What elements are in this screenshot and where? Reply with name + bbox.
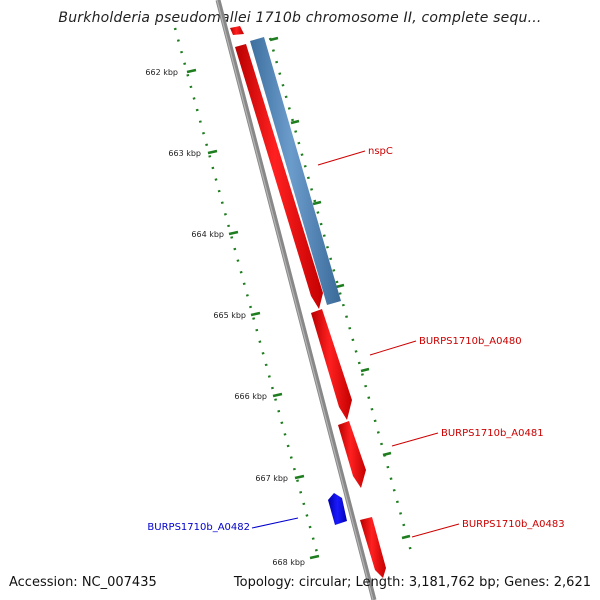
major-tick xyxy=(312,200,322,206)
accession-text: Accession: NC_007435 xyxy=(9,575,157,590)
major-tick xyxy=(360,367,370,373)
topology-summary: Topology: circular; Length: 3,181,762 bp… xyxy=(233,575,591,590)
gene-label-burps1710b-a0480[interactable]: BURPS1710b_A0480 xyxy=(419,336,522,347)
sequence-backbone-highlight xyxy=(216,0,374,600)
leader-line xyxy=(317,150,366,166)
cds-feature-nspc[interactable] xyxy=(250,37,341,305)
major-tick xyxy=(401,534,411,540)
scale-label: 662 kbp xyxy=(145,68,178,77)
major-tick xyxy=(207,149,218,155)
leader-line xyxy=(391,432,439,447)
scale-label: 666 kbp xyxy=(234,392,267,401)
major-tick xyxy=(290,119,300,125)
gene-arrow-burps1710b-a0482[interactable] xyxy=(328,493,347,525)
major-tick xyxy=(335,283,345,289)
major-tick xyxy=(272,392,283,398)
scale-label: 664 kbp xyxy=(191,230,224,239)
leader-line xyxy=(369,340,417,356)
gene-label-burps1710b-a0481[interactable]: BURPS1710b_A0481 xyxy=(441,428,544,439)
major-tick xyxy=(228,230,239,236)
major-tick xyxy=(382,451,392,457)
gene-arrow-nspc[interactable] xyxy=(235,44,323,309)
leader-line xyxy=(411,523,460,538)
scale-label: 667 kbp xyxy=(255,474,288,483)
major-tick xyxy=(294,474,305,480)
major-tick xyxy=(186,68,197,74)
sequence-backbone xyxy=(215,0,377,600)
gene-arrow-upstream[interactable] xyxy=(230,26,244,35)
gene-arrow-burps1710b-a0480[interactable] xyxy=(311,309,352,420)
gene-arrow-burps1710b-a0483[interactable] xyxy=(360,517,386,578)
forward-genes xyxy=(230,26,386,578)
major-tick xyxy=(269,36,279,42)
gene-labels: nspC BURPS1710b_A0480 BURPS1710b_A0481 B… xyxy=(147,146,564,533)
major-ticks xyxy=(186,36,411,560)
gene-label-burps1710b-a0482[interactable]: BURPS1710b_A0482 xyxy=(147,522,250,533)
gene-label-burps1710b-a0483[interactable]: BURPS1710b_A0483 xyxy=(462,519,565,530)
scale-labels: 662 kbp 663 kbp 664 kbp 665 kbp 666 kbp … xyxy=(145,68,305,567)
major-tick xyxy=(309,554,320,560)
label-leaders xyxy=(251,150,460,538)
map-title: Burkholderia pseudomallei 1710b chromoso… xyxy=(58,10,542,26)
leader-line xyxy=(251,517,299,529)
gene-arrow-burps1710b-a0481[interactable] xyxy=(338,421,366,488)
major-tick xyxy=(250,311,261,317)
scale-label: 663 kbp xyxy=(168,149,201,158)
gene-label-nspc[interactable]: nspC xyxy=(368,146,393,157)
scale-label: 668 kbp xyxy=(272,558,305,567)
scale-label: 665 kbp xyxy=(213,311,246,320)
